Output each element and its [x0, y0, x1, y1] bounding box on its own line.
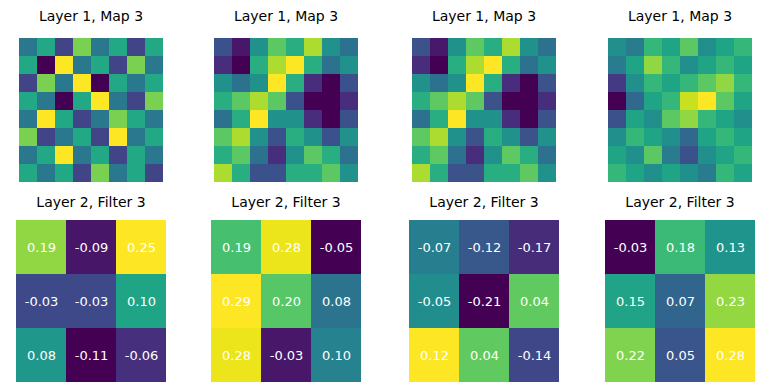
html-text:Layer 1, Map 3: Layer 1, Map 3	[38, 8, 144, 24]
svg-text:0.28: 0.28	[222, 348, 251, 363]
html-text:Layer 1, Map 3: Layer 1, Map 3	[233, 8, 339, 24]
svg-text:0.07: 0.07	[666, 294, 695, 309]
svg-text:-0.06: -0.06	[125, 348, 159, 363]
html-text:Layer 2, Filter 3: Layer 2, Filter 3	[36, 194, 146, 210]
svg-text:-0.21: -0.21	[468, 294, 502, 309]
svg-text:-0.03: -0.03	[25, 294, 59, 309]
svg-text:0.05: 0.05	[666, 348, 695, 363]
svg-text:-0.07: -0.07	[418, 240, 452, 255]
svg-text:-0.11: -0.11	[75, 348, 109, 363]
svg-text:0.04: 0.04	[520, 294, 549, 309]
html-text:Layer 2, Filter 3: Layer 2, Filter 3	[429, 194, 539, 210]
html-text:Layer 2, Filter 3: Layer 2, Filter 3	[625, 194, 735, 210]
svg-text:0.08: 0.08	[322, 294, 351, 309]
svg-text:0.12: 0.12	[420, 348, 449, 363]
svg-text:0.13: 0.13	[716, 240, 745, 255]
svg-text:0.20: 0.20	[272, 294, 301, 309]
html-text:Layer 2, Filter 3: Layer 2, Filter 3	[231, 194, 341, 210]
svg-text:0.28: 0.28	[272, 240, 301, 255]
svg-text:-0.12: -0.12	[468, 240, 502, 255]
svg-text:0.28: 0.28	[716, 348, 745, 363]
svg-text:0.10: 0.10	[127, 294, 156, 309]
svg-text:0.19: 0.19	[27, 240, 56, 255]
svg-text:0.15: 0.15	[616, 294, 645, 309]
html-text:Layer 1, Map 3: Layer 1, Map 3	[627, 8, 733, 24]
svg-text:-0.17: -0.17	[518, 240, 552, 255]
svg-text:0.25: 0.25	[127, 240, 156, 255]
svg-text:-0.09: -0.09	[75, 240, 109, 255]
svg-text:-0.05: -0.05	[418, 294, 452, 309]
html-text:Layer 1, Map 3: Layer 1, Map 3	[431, 8, 537, 24]
svg-text:0.04: 0.04	[470, 348, 499, 363]
svg-text:-0.05: -0.05	[320, 240, 354, 255]
svg-text:0.19: 0.19	[222, 240, 251, 255]
svg-text:-0.03: -0.03	[270, 348, 304, 363]
svg-text:0.29: 0.29	[222, 294, 251, 309]
svg-text:0.10: 0.10	[322, 348, 351, 363]
svg-text:0.18: 0.18	[666, 240, 695, 255]
svg-text:0.22: 0.22	[616, 348, 645, 363]
svg-text:-0.03: -0.03	[75, 294, 109, 309]
svg-text:0.23: 0.23	[716, 294, 745, 309]
svg-text:-0.14: -0.14	[518, 348, 552, 363]
svg-text:-0.03: -0.03	[614, 240, 648, 255]
svg-text:0.08: 0.08	[27, 348, 56, 363]
